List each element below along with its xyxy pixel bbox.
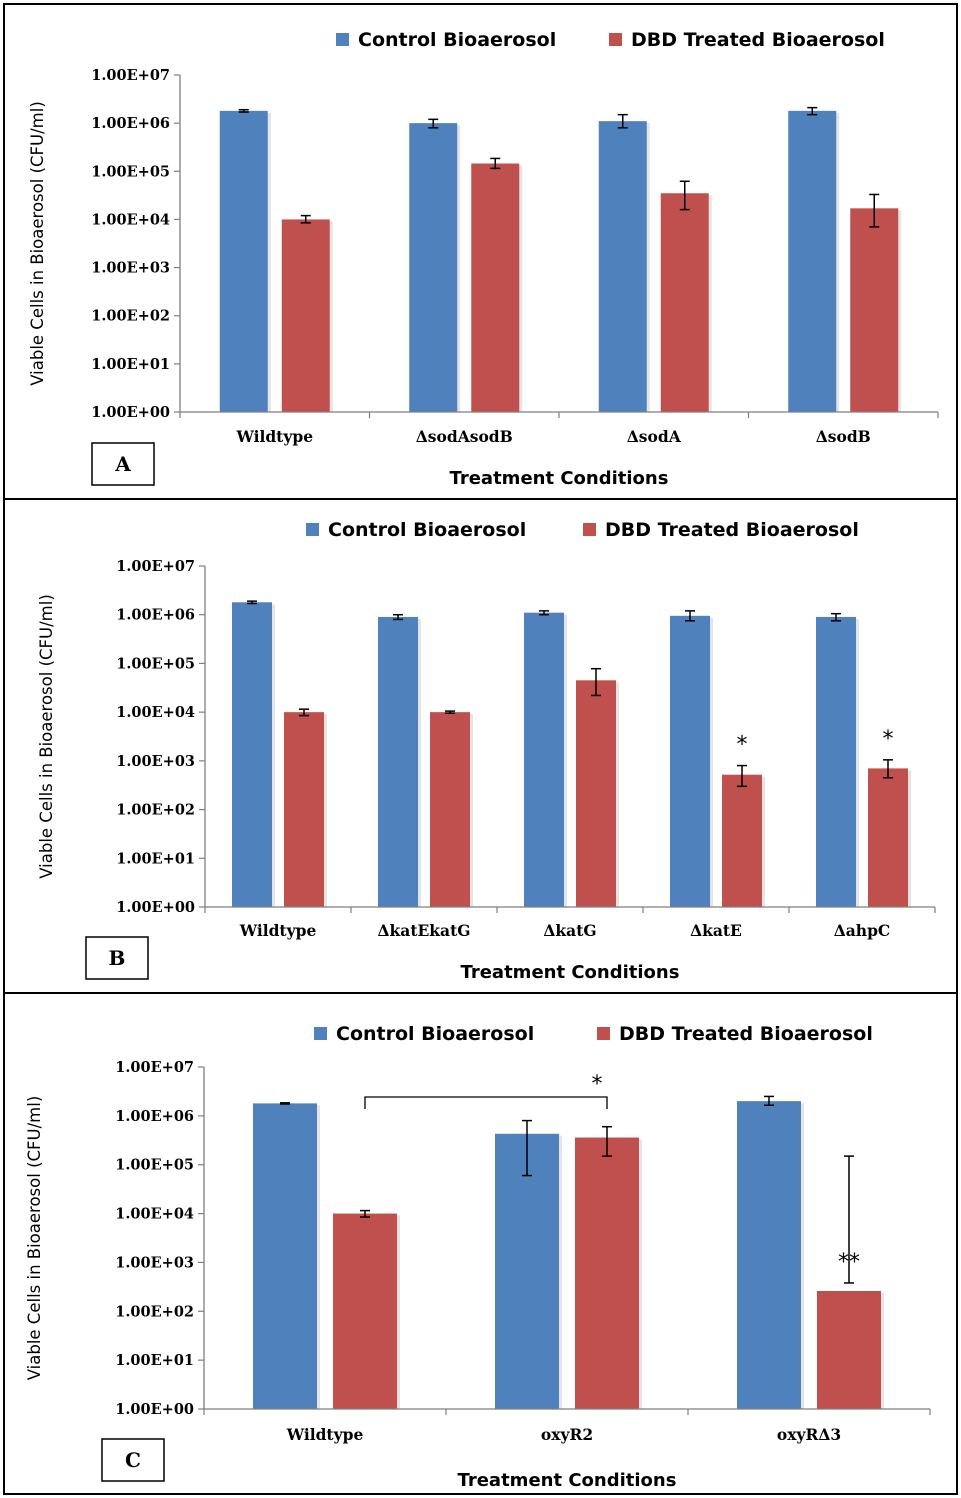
- y-axis-label: Viable Cells in Bioaerosol (CFU/ml): [28, 101, 47, 386]
- bar: [219, 110, 268, 413]
- x-axis-label: Treatment Conditions: [461, 962, 680, 983]
- y-tick-label: 1.00E+03: [91, 260, 170, 277]
- bar: [670, 615, 710, 907]
- panel-label-box: [101, 1438, 165, 1482]
- bar: [817, 1291, 881, 1409]
- panel-label-box: [91, 442, 155, 486]
- y-tick-label: 1.00E+05: [116, 655, 195, 672]
- x-axis-label: Treatment Conditions: [458, 1470, 677, 1491]
- bar: [737, 1101, 801, 1409]
- y-tick-label: 1.00E+01: [115, 1352, 194, 1369]
- legend-swatch: [609, 33, 622, 46]
- bar: [576, 680, 616, 907]
- bar: [284, 712, 324, 907]
- bar: [850, 208, 899, 412]
- x-tick-label: ΔsodA: [627, 427, 682, 446]
- legend-swatch: [583, 523, 596, 536]
- significance-marker: *: [737, 733, 748, 758]
- bar: [281, 219, 330, 412]
- y-tick-label: 1.00E+03: [115, 1254, 194, 1271]
- y-tick-label: 1.00E+05: [115, 1157, 194, 1174]
- legend-label: DBD Treated Bioaerosol: [619, 1023, 873, 1045]
- y-tick-label: 1.00E+06: [116, 607, 195, 624]
- significance-marker: *: [592, 1072, 603, 1097]
- y-tick-label: 1.00E+05: [91, 163, 170, 180]
- bar: [788, 110, 837, 413]
- y-tick-label: 1.00E+07: [115, 1059, 194, 1076]
- legend-label: Control Bioaerosol: [328, 519, 526, 541]
- bar: [232, 602, 272, 907]
- x-tick-label: Wildtype: [286, 1425, 364, 1444]
- panel-label: C: [125, 1448, 141, 1472]
- legend-label: Control Bioaerosol: [358, 29, 556, 51]
- y-tick-label: 1.00E+00: [116, 899, 195, 916]
- bar: [598, 121, 647, 413]
- bar: [575, 1137, 639, 1409]
- significance-marker: *: [883, 727, 894, 752]
- bar: [722, 774, 762, 907]
- y-tick-label: 1.00E+00: [91, 404, 170, 421]
- significance-marker: **: [838, 1250, 860, 1275]
- bar: [524, 612, 564, 907]
- bar: [378, 616, 418, 907]
- bar: [495, 1133, 559, 1409]
- legend-swatch: [597, 1027, 610, 1040]
- panel-label: A: [114, 452, 131, 476]
- bar: [471, 163, 520, 412]
- y-tick-label: 1.00E+02: [116, 802, 195, 819]
- x-tick-label: ΔsodAsodB: [416, 427, 513, 446]
- legend-swatch: [306, 523, 319, 536]
- x-tick-label: ΔkatE: [690, 921, 742, 940]
- y-tick-label: 1.00E+04: [115, 1206, 194, 1223]
- legend-label: DBD Treated Bioaerosol: [605, 519, 859, 541]
- bar: [660, 193, 709, 412]
- y-axis-label: Viable Cells in Bioaerosol (CFU/ml): [25, 1096, 44, 1381]
- x-tick-label: Wildtype: [235, 427, 313, 446]
- y-tick-label: 1.00E+04: [116, 704, 195, 721]
- y-tick-label: 1.00E+06: [91, 115, 170, 132]
- y-tick-label: 1.00E+02: [115, 1303, 194, 1320]
- y-tick-label: 1.00E+07: [116, 558, 195, 575]
- significance-bracket: [364, 1096, 608, 1109]
- panel-label: B: [109, 946, 126, 970]
- x-tick-label: Wildtype: [239, 921, 317, 940]
- bar: [868, 768, 908, 907]
- legend-swatch: [336, 33, 349, 46]
- chart-panel-b: Control Bioaerosol DBD Treated Bioaerosol…: [37, 519, 936, 983]
- x-tick-label: ΔkatEkatG: [378, 921, 471, 940]
- chart-panel-c: Control Bioaerosol DBD Treated Bioaerosol…: [25, 1023, 931, 1491]
- panel-label-box: [85, 936, 149, 980]
- y-axis-label: Viable Cells in Bioaerosol (CFU/ml): [37, 594, 56, 879]
- y-tick-label: 1.00E+07: [91, 67, 170, 84]
- legend-swatch: [314, 1027, 327, 1040]
- y-tick-label: 1.00E+01: [116, 850, 195, 867]
- legend-label: Control Bioaerosol: [336, 1023, 534, 1045]
- bar: [409, 123, 458, 413]
- bar: [430, 712, 470, 907]
- y-tick-label: 1.00E+06: [115, 1108, 194, 1125]
- bar: [333, 1213, 397, 1409]
- y-tick-label: 1.00E+03: [116, 753, 195, 770]
- x-tick-label: oxyRΔ3: [777, 1425, 841, 1444]
- figure-frame: [3, 3, 958, 1495]
- x-tick-label: ΔkatG: [543, 921, 596, 940]
- y-tick-label: 1.00E+04: [91, 211, 170, 228]
- x-tick-label: ΔsodB: [816, 427, 871, 446]
- bar: [816, 616, 856, 907]
- y-tick-label: 1.00E+00: [115, 1401, 194, 1418]
- x-tick-label: ΔahpC: [834, 921, 891, 940]
- chart-panel-a: Control Bioaerosol DBD Treated Bioaerosol…: [28, 29, 939, 489]
- y-tick-label: 1.00E+01: [91, 356, 170, 373]
- y-tick-label: 1.00E+02: [91, 308, 170, 325]
- x-axis-label: Treatment Conditions: [450, 468, 669, 489]
- legend-label: DBD Treated Bioaerosol: [631, 29, 885, 51]
- x-tick-label: oxyR2: [541, 1425, 593, 1444]
- bar: [253, 1103, 317, 1409]
